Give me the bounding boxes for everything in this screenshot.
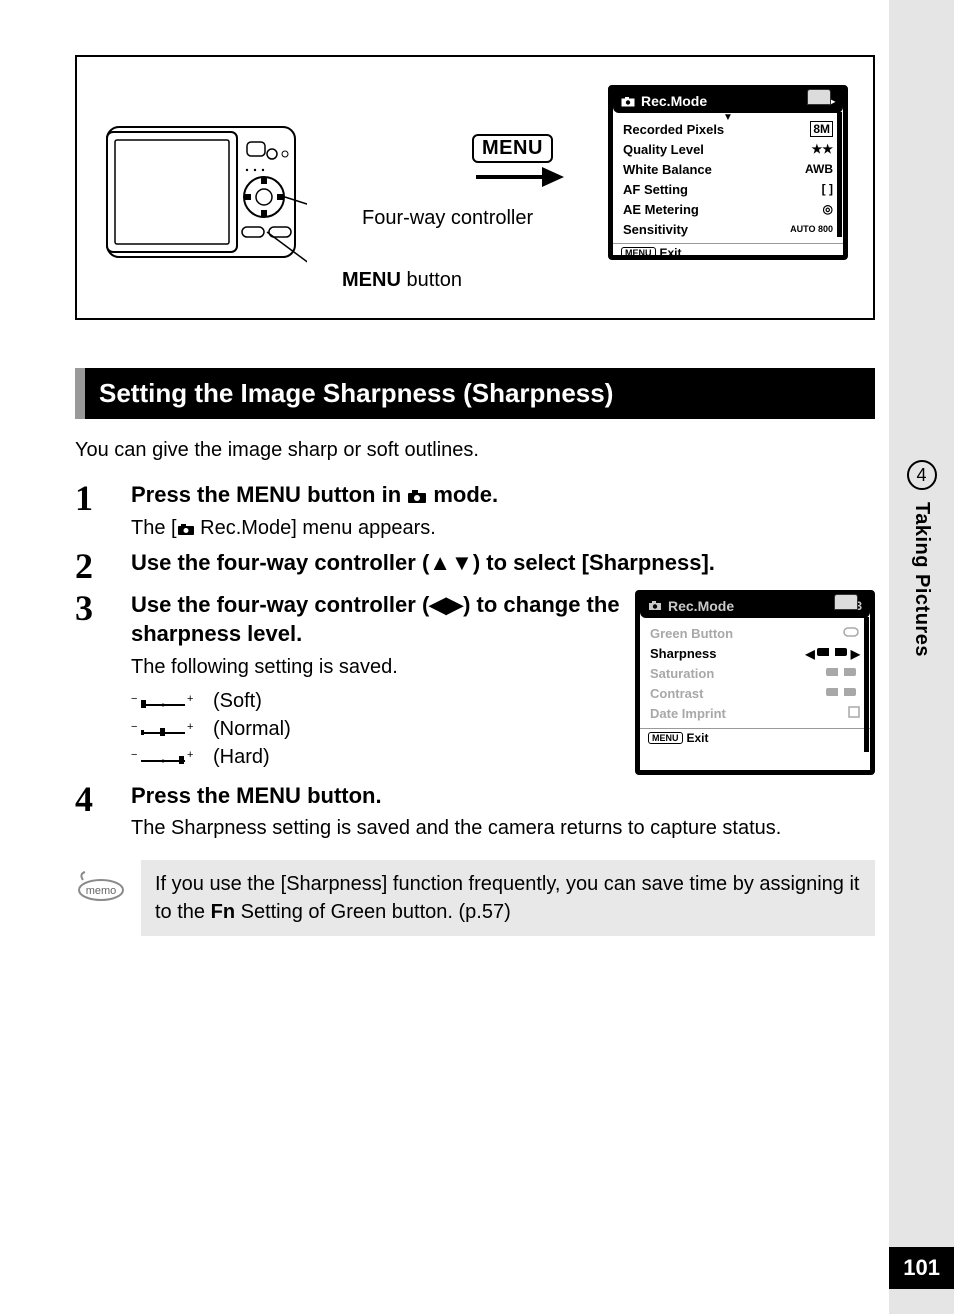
step-4: 4 Press the MENU button. The Sharpness s…	[75, 781, 875, 843]
lcd1-header: Rec.Mode 1/3 ▸	[613, 90, 843, 113]
lcd-rec-mode-1: Rec.Mode 1/3 ▸ ▼ Recorded Pixels8M Quali…	[608, 85, 848, 260]
lcd2-header: Rec.Mode 3/3	[640, 595, 870, 618]
slider-soft-icon: −+	[131, 693, 195, 709]
side-gray-strip	[889, 0, 954, 1314]
svg-text:−: −	[131, 693, 137, 705]
step-1: 1 Press the MENU button in mode. The [ R…	[75, 480, 875, 542]
lcd1-item-0-v: 8M	[810, 121, 833, 137]
slider-normal-icon: −+	[131, 721, 195, 737]
step-1-head: Press the MENU button in mode.	[131, 480, 875, 510]
lcd1-item-4-v: ◎	[823, 202, 833, 216]
step-3: 3 Use the four-way controller (◀▶) to ch…	[75, 590, 875, 775]
svg-text:+: +	[187, 721, 193, 733]
lcd1-item-5-v: AUTO 800	[790, 224, 833, 234]
level-hard: −+ (Hard)	[131, 743, 625, 771]
svg-text:−: −	[131, 721, 137, 733]
camera-icon	[621, 96, 635, 107]
step-3-sub: The following setting is saved.	[131, 653, 625, 681]
tool-tab-icon	[807, 89, 831, 105]
tool-tab-icon	[834, 594, 858, 610]
four-way-controller-label: Four-way controller	[362, 207, 533, 230]
lcd2-title: Rec.Mode	[668, 598, 734, 614]
level-normal: −+ (Normal)	[131, 715, 625, 743]
camera-mode-icon	[177, 523, 195, 536]
svg-text:+: +	[187, 693, 193, 705]
step-4-num: 4	[75, 781, 113, 817]
lcd1-item-1-k: Quality Level	[623, 142, 811, 157]
lcd2-item-0: Green Button	[650, 626, 842, 641]
lcd2-exit: Exit	[687, 731, 709, 745]
step-4-head: Press the MENU button.	[131, 781, 875, 811]
step-4-sub: The Sharpness setting is saved and the c…	[131, 814, 875, 842]
lcd1-item-2-v: AWB	[805, 162, 833, 176]
step-2-head: Use the four-way controller (▲▼) to sele…	[131, 548, 875, 578]
svg-text:+: +	[187, 749, 193, 761]
lcd2-item-1: Sharpness	[650, 646, 806, 661]
lcd-rec-mode-2: Rec.Mode 3/3 Green Button Sharpness◀▶ Sa…	[635, 590, 875, 775]
svg-text:−: −	[131, 749, 137, 761]
lcd1-item-1-v: ★★	[811, 142, 833, 156]
lcd1-title: Rec.Mode	[641, 93, 707, 109]
lcd1-footer: MENU Exit	[613, 243, 843, 262]
section-title: Setting the Image Sharpness (Sharpness)	[75, 368, 875, 419]
lcd2-item-2: Saturation	[650, 666, 824, 681]
lcd1-item-5-k: Sensitivity	[623, 222, 790, 237]
memo-block: memo If you use the [Sharpness] function…	[75, 860, 875, 936]
step-2-num: 2	[75, 548, 113, 584]
step-2: 2 Use the four-way controller (▲▼) to se…	[75, 548, 875, 584]
level-soft: −+ (Soft)	[131, 687, 625, 715]
lcd1-item-3-v: [ ]	[822, 182, 833, 196]
page-number: 101	[889, 1247, 954, 1289]
memo-icon: memo	[75, 860, 127, 909]
camera-mode-icon	[407, 489, 427, 504]
chapter-tab: 4 Taking Pictures	[889, 460, 954, 657]
chapter-number: 4	[907, 460, 937, 490]
mini-menu-badge: MENU	[648, 732, 683, 744]
lcd2-item-4: Date Imprint	[650, 706, 848, 721]
camera-illustration	[97, 92, 307, 302]
step-3-num: 3	[75, 590, 113, 626]
lcd1-item-2-k: White Balance	[623, 162, 805, 177]
chapter-title: Taking Pictures	[910, 502, 933, 657]
step-1-num: 1	[75, 480, 113, 516]
memo-text: If you use the [Sharpness] function freq…	[141, 860, 875, 936]
lcd2-footer: MENU Exit	[640, 728, 870, 747]
intro-text: You can give the image sharp or soft out…	[75, 439, 875, 462]
camera-diagram: Four-way controller MENU button MENU Rec…	[75, 55, 875, 320]
lcd1-item-3-k: AF Setting	[623, 182, 822, 197]
lcd2-item-3: Contrast	[650, 686, 824, 701]
step-1-sub: The [ Rec.Mode] menu appears.	[131, 514, 875, 542]
lcd1-item-4-k: AE Metering	[623, 202, 823, 217]
step-3-head: Use the four-way controller (◀▶) to chan…	[131, 590, 625, 649]
menu-button-label: MENU button	[342, 269, 462, 292]
menu-badge: MENU	[472, 134, 553, 163]
svg-text:memo: memo	[86, 885, 117, 897]
slider-hard-icon: −+	[131, 749, 195, 765]
lcd1-item-0-k: Recorded Pixels	[623, 122, 810, 137]
camera-icon	[648, 600, 662, 611]
lcd1-exit: Exit	[660, 246, 682, 260]
mini-menu-badge: MENU	[621, 247, 656, 259]
sharpness-levels: −+ (Soft) −+ (Normal) −+ (Hard)	[131, 687, 625, 771]
arrow-right-icon	[472, 162, 572, 192]
